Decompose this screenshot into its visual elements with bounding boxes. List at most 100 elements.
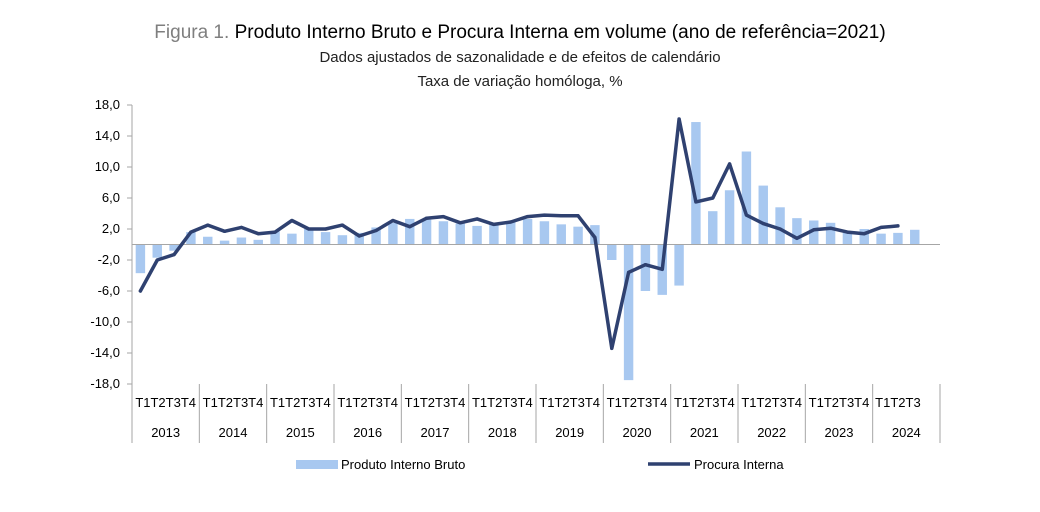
line-point bbox=[711, 196, 715, 200]
series-line bbox=[138, 117, 900, 351]
bar bbox=[371, 227, 381, 245]
legend-swatch-bar bbox=[296, 460, 338, 469]
figure-number: Figura 1. bbox=[154, 22, 230, 43]
quarter-label: T1T2T3T4 bbox=[135, 395, 196, 410]
bar bbox=[910, 229, 920, 245]
quarter-label: T1T2T3T4 bbox=[741, 395, 802, 410]
line-point bbox=[340, 223, 345, 227]
chart-subtitle-2: Taxa de variação homóloga, % bbox=[417, 73, 623, 90]
line-point bbox=[559, 214, 563, 218]
bar bbox=[842, 232, 853, 245]
line-point bbox=[408, 225, 412, 229]
bar bbox=[758, 185, 768, 245]
bar bbox=[421, 219, 432, 245]
line-point bbox=[475, 217, 479, 221]
line-point bbox=[812, 228, 816, 232]
y-tick-label: -10,0 bbox=[90, 314, 120, 329]
line-point bbox=[879, 225, 883, 230]
y-tick-label: -14,0 bbox=[90, 345, 120, 360]
quarter-label: T1T2T3T4 bbox=[472, 395, 533, 410]
year-label: 2021 bbox=[690, 425, 719, 440]
bar bbox=[522, 218, 533, 245]
bar bbox=[405, 218, 415, 245]
year-label: 2024 bbox=[892, 425, 921, 440]
line-point bbox=[155, 258, 159, 262]
bar bbox=[135, 244, 146, 274]
line-point bbox=[239, 225, 244, 230]
line-point bbox=[492, 222, 496, 226]
line-point bbox=[828, 226, 833, 230]
year-label: 2020 bbox=[623, 425, 652, 440]
line-point bbox=[458, 221, 462, 225]
bar bbox=[607, 244, 617, 260]
y-tick-label: 2,0 bbox=[102, 221, 120, 236]
year-label: 2018 bbox=[488, 425, 517, 440]
line-point bbox=[509, 220, 513, 224]
line-point bbox=[862, 232, 866, 236]
quarter-label: T1T2T3T4 bbox=[674, 395, 735, 410]
quarter-label: T1T2T3T4 bbox=[405, 395, 466, 410]
bar bbox=[169, 244, 179, 251]
quarter-label: T1T2T3 bbox=[875, 395, 921, 410]
quarter-label: T1T2T3T4 bbox=[337, 395, 398, 410]
bar bbox=[455, 223, 465, 245]
line-point bbox=[525, 215, 530, 219]
line-point bbox=[357, 234, 361, 238]
legend-label-line: Procura Interna bbox=[694, 457, 784, 472]
bar bbox=[859, 229, 869, 245]
line-point bbox=[845, 230, 850, 234]
line-point bbox=[795, 236, 799, 240]
line-point bbox=[610, 346, 614, 350]
bar bbox=[438, 221, 449, 245]
bar bbox=[623, 244, 634, 381]
year-label: 2023 bbox=[825, 425, 854, 440]
line-point bbox=[441, 215, 446, 219]
year-label: 2022 bbox=[757, 425, 786, 440]
bar bbox=[186, 232, 196, 245]
bar bbox=[775, 207, 785, 245]
quarter-label: T1T2T3T4 bbox=[203, 395, 264, 410]
line-point bbox=[778, 227, 782, 231]
y-tick-label: 10,0 bbox=[95, 159, 120, 174]
year-label: 2015 bbox=[286, 425, 315, 440]
line-point bbox=[256, 232, 260, 236]
year-label: 2014 bbox=[219, 425, 248, 440]
line-point bbox=[542, 213, 547, 217]
bar bbox=[236, 237, 247, 245]
y-tick-label: 18,0 bbox=[95, 97, 120, 112]
bar bbox=[825, 222, 836, 245]
line-point bbox=[307, 227, 311, 231]
bar bbox=[388, 222, 398, 245]
line-point bbox=[593, 235, 597, 240]
bar bbox=[270, 231, 280, 245]
line-point bbox=[677, 117, 681, 121]
bar bbox=[489, 222, 499, 245]
line-point bbox=[643, 263, 648, 267]
bar bbox=[708, 211, 718, 245]
line-point bbox=[727, 162, 732, 166]
y-tick-label: 14,0 bbox=[95, 128, 120, 143]
bar bbox=[792, 218, 802, 245]
bar bbox=[253, 239, 263, 245]
bar bbox=[556, 224, 566, 245]
y-tick-label: -18,0 bbox=[90, 376, 120, 391]
bar bbox=[724, 190, 735, 245]
bar bbox=[472, 225, 482, 245]
line-point bbox=[896, 224, 900, 228]
y-tick-label: 6,0 bbox=[102, 190, 120, 205]
line-point bbox=[206, 223, 210, 227]
quarter-label: T1T2T3T4 bbox=[607, 395, 668, 410]
line-point bbox=[172, 252, 176, 257]
chart-title: Figura 1. Produto Interno Bruto e Procur… bbox=[0, 22, 1040, 44]
bar bbox=[573, 226, 583, 245]
quarter-label: T1T2T3T4 bbox=[539, 395, 600, 410]
quarter-label: T1T2T3T4 bbox=[270, 395, 331, 410]
year-label: 2013 bbox=[151, 425, 180, 440]
chart-subtitle-1: Dados ajustados de sazonalidade e de efe… bbox=[319, 49, 721, 66]
line-point bbox=[744, 213, 749, 217]
line-point bbox=[222, 229, 227, 233]
line-point bbox=[694, 200, 698, 204]
bar bbox=[354, 232, 364, 245]
quarter-label: T1T2T3T4 bbox=[809, 395, 870, 410]
